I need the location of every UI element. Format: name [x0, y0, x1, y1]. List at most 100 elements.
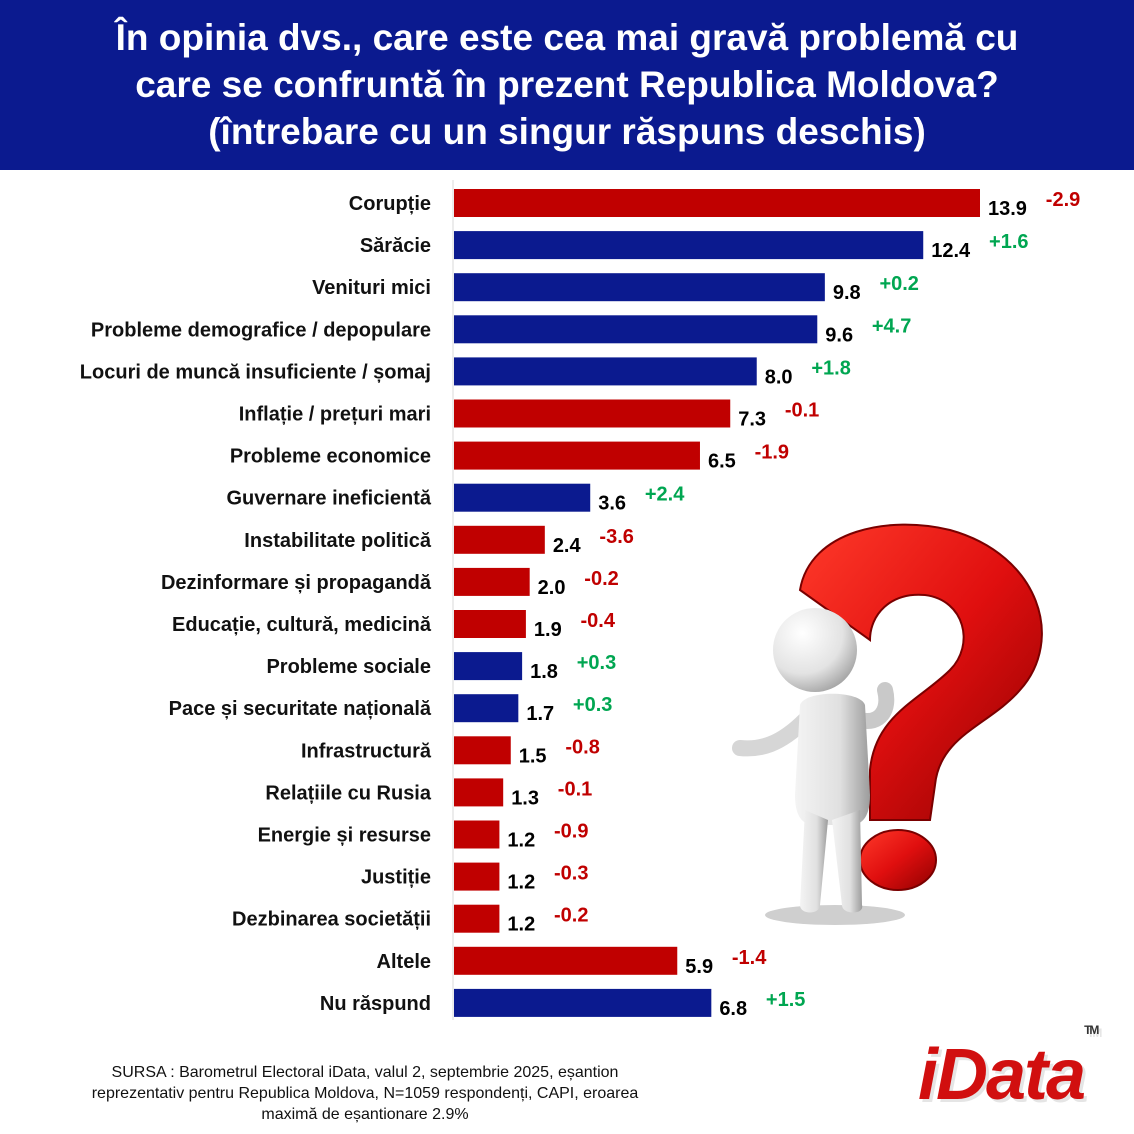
bar [454, 189, 980, 217]
value-label: 6.8 [719, 998, 747, 1020]
value-label: 3.6 [598, 493, 626, 515]
category-label: Guvernare ineficientă [226, 488, 431, 510]
logo-trademark: TM [1084, 1023, 1099, 1037]
category-label: Nu răspund [320, 993, 431, 1015]
value-label: 1.2 [507, 872, 535, 894]
bar [454, 736, 511, 765]
bar [454, 315, 818, 344]
category-label: Inflație / prețuri mari [239, 404, 431, 426]
chart-title-banner: În opinia dvs., care este cea mai gravă … [0, 0, 1134, 170]
bar [454, 946, 678, 975]
change-label: -0.2 [554, 905, 588, 927]
source-line-3: maximă de eșantionare 2.9% [261, 1106, 469, 1123]
bar [454, 567, 530, 596]
value-label: 9.6 [825, 324, 853, 346]
question-mark-figure-illustration [732, 523, 1043, 925]
category-label: Instabilitate politică [244, 530, 432, 552]
source-line-1: SURSA : Barometrul Electoral iData, valu… [111, 1064, 619, 1081]
change-label: -1.9 [755, 442, 789, 464]
value-label: 1.5 [519, 745, 547, 767]
change-label: -3.6 [599, 526, 633, 548]
value-label: 5.9 [685, 956, 713, 978]
category-label: Energie și resurse [258, 825, 431, 847]
change-label: -0.3 [554, 863, 588, 885]
change-label: -0.8 [565, 736, 599, 758]
bar [454, 988, 712, 1017]
title-line-2: care se confruntă în prezent Republica M… [135, 64, 999, 105]
category-label: Dezbinarea societății [232, 909, 431, 931]
category-label: Dezinformare și propagandă [161, 572, 432, 594]
question-mark-icon [798, 523, 1043, 821]
change-label: +1.5 [766, 989, 805, 1011]
value-label: 12.4 [931, 240, 971, 262]
category-label: Probleme demografice / depopulare [91, 319, 431, 341]
change-label: +2.4 [645, 484, 685, 506]
value-label: 2.4 [553, 535, 582, 557]
bar [454, 525, 545, 554]
change-label: +0.2 [879, 273, 918, 295]
figure-body [795, 693, 870, 825]
bar [454, 399, 731, 428]
change-label: -1.4 [732, 947, 767, 969]
change-label: +0.3 [577, 652, 616, 674]
category-label: Probleme sociale [266, 656, 431, 678]
value-label: 1.9 [534, 619, 562, 641]
category-label: Locuri de muncă insuficiente / șomaj [80, 361, 431, 383]
bar [454, 694, 519, 723]
value-label: 1.2 [507, 830, 535, 852]
change-label: -0.4 [580, 610, 615, 632]
change-label: +1.6 [989, 231, 1028, 253]
category-label: Justiție [361, 867, 431, 889]
change-label: +0.3 [573, 694, 612, 716]
value-label: 2.0 [538, 577, 566, 599]
category-label: Infrastructură [301, 740, 432, 762]
bar [454, 652, 523, 681]
bar [454, 610, 526, 638]
value-label: 6.5 [708, 451, 736, 473]
value-label: 1.7 [526, 703, 554, 725]
bar-chart: Corupție 13.9 -2.9 Sărăcie 12.4 +1.6 Venituri … [80, 180, 1080, 1020]
source-note: SURSA : Barometrul Electoral iData, valu… [20, 1062, 710, 1125]
value-label: 1.8 [530, 661, 558, 683]
category-label: Venituri mici [312, 277, 431, 299]
change-label: +1.8 [811, 357, 850, 379]
bar [454, 273, 825, 302]
question-mark-dot-icon [859, 829, 937, 891]
change-label: -0.9 [554, 821, 588, 843]
bar [454, 483, 591, 512]
value-label: 1.2 [507, 914, 535, 936]
category-label: Educație, cultură, medicină [172, 614, 432, 636]
idata-logo: iDataTM [918, 1023, 1099, 1115]
change-label: -0.1 [558, 778, 592, 800]
logo-text: iData [918, 1035, 1086, 1115]
bar [454, 357, 757, 386]
figure-shadow [765, 905, 905, 925]
bar [454, 862, 500, 891]
figure-head [773, 608, 857, 692]
bar [454, 778, 504, 807]
category-label: Sărăcie [360, 235, 431, 257]
category-label: Corupție [349, 193, 431, 215]
title-line-3: (întrebare cu un singur răspuns deschis) [208, 111, 926, 152]
value-label: 13.9 [988, 198, 1027, 220]
value-label: 9.8 [833, 282, 861, 304]
bar [454, 441, 700, 470]
value-label: 8.0 [765, 366, 793, 388]
change-label: -0.2 [584, 568, 618, 590]
bar [454, 820, 500, 849]
bar [454, 231, 924, 260]
value-label: 1.3 [511, 787, 539, 809]
category-label: Probleme economice [230, 446, 431, 468]
category-label: Pace și securitate națională [169, 698, 432, 720]
source-line-2: reprezentativ pentru Republica Moldova, … [91, 1085, 639, 1102]
change-label: -2.9 [1046, 189, 1080, 211]
change-label: +4.7 [872, 315, 911, 337]
value-label: 7.3 [738, 409, 766, 431]
category-label: Relațiile cu Rusia [265, 782, 431, 804]
figure-right-leg [832, 810, 863, 913]
figure-left-arm [732, 712, 813, 757]
title-line-1: În opinia dvs., care este cea mai gravă … [115, 17, 1019, 58]
bar [454, 904, 500, 933]
change-label: -0.1 [785, 400, 819, 422]
category-label: Altele [377, 951, 431, 973]
